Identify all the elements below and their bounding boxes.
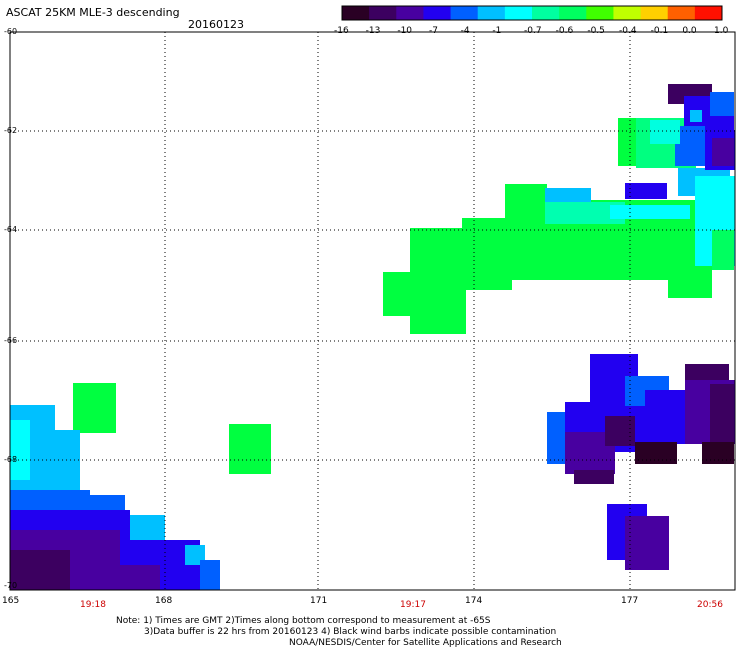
time-label-1918: 19:18 xyxy=(80,600,106,610)
colorbar-swatch xyxy=(640,6,669,20)
data-cell xyxy=(702,442,734,464)
colorbar-tick-label: -0.5 xyxy=(587,26,605,36)
colorbar-tick-label: -0.1 xyxy=(650,26,669,36)
colorbar-swatch xyxy=(504,6,533,20)
data-cell xyxy=(685,364,729,384)
colorbar-tick-label: -13 xyxy=(365,26,381,36)
time-label-2056: 20:56 xyxy=(697,600,723,610)
colorbar-swatch xyxy=(369,6,397,20)
lat-label-64: -64 xyxy=(4,225,18,234)
map-title: ASCAT 25KM MLE-3 descending xyxy=(6,6,180,19)
colorbar-tick-label: -7 xyxy=(429,26,438,36)
map-frame xyxy=(9,31,736,591)
data-cell xyxy=(712,138,734,166)
colorbar-swatch xyxy=(342,6,370,20)
colorbar-tick-label: -16 xyxy=(334,26,349,36)
colorbar-swatch xyxy=(450,6,479,20)
colorbar-tick-label: -0.4 xyxy=(619,26,637,36)
colorbar-swatch xyxy=(559,6,587,20)
data-cell xyxy=(645,390,685,444)
data-cell xyxy=(625,183,667,199)
colorbar-swatch xyxy=(532,6,560,20)
data-cell xyxy=(100,565,160,590)
lat-label-68: -68 xyxy=(4,455,18,464)
colorbar-tick-label: -4 xyxy=(460,26,470,36)
data-cell xyxy=(710,384,734,444)
note-line-1: Note: 1) Times are GMT 2)Times along bot… xyxy=(116,616,491,626)
colorbar-swatch xyxy=(694,6,723,20)
data-cell xyxy=(610,205,690,219)
data-cell xyxy=(545,188,591,204)
data-cell xyxy=(10,550,70,590)
data-cell xyxy=(10,420,30,480)
lon-label-165: 165 xyxy=(2,596,20,606)
lat-label-62: -62 xyxy=(4,126,18,135)
colorbar-tick-label: -0.7 xyxy=(524,26,542,36)
data-cell xyxy=(545,202,625,224)
colorbar-swatch xyxy=(667,6,696,20)
note-line-2: 3)Data buffer is 22 hrs from 20160123 4)… xyxy=(144,627,557,637)
colorbar-swatch xyxy=(613,6,642,20)
lon-label-168: 168 xyxy=(155,596,173,606)
data-cell xyxy=(690,110,702,122)
graticule xyxy=(10,32,735,590)
data-cell xyxy=(410,228,466,334)
data-cell xyxy=(574,470,614,484)
data-cell xyxy=(625,516,669,570)
wind-data-pixels xyxy=(10,84,735,590)
data-cell xyxy=(710,92,734,116)
data-cell xyxy=(618,118,638,166)
colorbar-tick-label: -0.6 xyxy=(555,26,574,36)
colorbar-swatch xyxy=(477,6,506,20)
colorbar-frame xyxy=(341,5,723,21)
lon-label-177: 177 xyxy=(621,596,639,606)
time-label-1917: 19:17 xyxy=(400,600,426,610)
data-cell xyxy=(200,560,220,590)
lon-label-174: 174 xyxy=(465,596,483,606)
colorbar xyxy=(341,5,723,21)
lat-label-70: -70 xyxy=(4,581,18,590)
colorbar-tick-label: -1 xyxy=(492,26,502,36)
data-cell xyxy=(73,383,116,433)
data-cell xyxy=(712,230,734,270)
lat-label-60: -60 xyxy=(4,27,18,36)
colorbar-tick-label: 1.0 xyxy=(714,26,729,36)
data-cell xyxy=(650,120,680,144)
colorbar-tick-label: 0.0 xyxy=(682,26,697,36)
colorbar-swatch xyxy=(423,6,452,20)
data-cell xyxy=(229,424,271,474)
lon-label-171: 171 xyxy=(310,596,328,606)
data-cell xyxy=(383,272,413,316)
map-date: 20160123 xyxy=(188,18,244,31)
lat-label-66: -66 xyxy=(4,336,18,345)
colorbar-swatch xyxy=(396,6,424,20)
colorbar-tick-label: -10 xyxy=(397,26,413,36)
data-cell xyxy=(462,218,512,290)
note-line-3: NOAA/NESDIS/Center for Satellite Applica… xyxy=(289,638,562,648)
colorbar-swatch xyxy=(586,6,614,20)
data-cell xyxy=(635,442,677,464)
